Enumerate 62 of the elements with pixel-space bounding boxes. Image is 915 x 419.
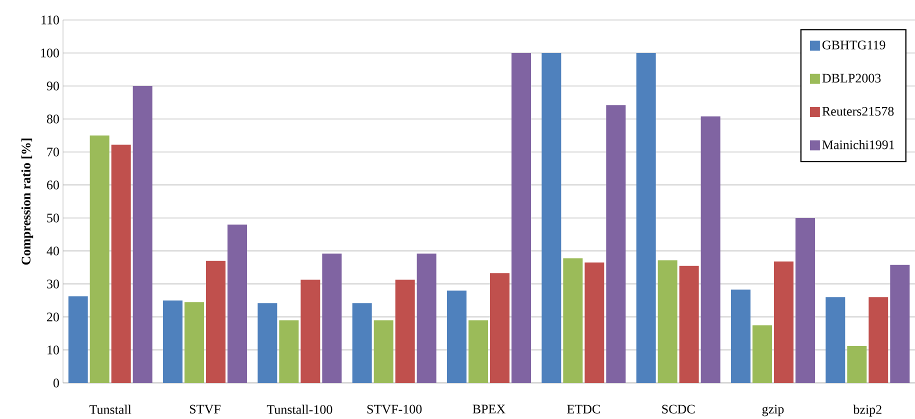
x-tick-label: SCDC xyxy=(662,404,695,414)
bar xyxy=(584,262,604,383)
y-tick-label: 0 xyxy=(53,378,59,388)
x-tick-label: BPEX xyxy=(472,404,506,414)
bar xyxy=(679,266,699,383)
bar xyxy=(184,302,204,383)
y-tick-label: 20 xyxy=(47,312,59,322)
bar xyxy=(774,262,794,383)
bar xyxy=(542,52,562,383)
x-tick-label: gzip xyxy=(762,404,784,416)
bar xyxy=(416,254,436,383)
bar xyxy=(563,258,583,383)
legend-label: GBHTG119 xyxy=(822,40,886,50)
bar xyxy=(111,144,131,383)
bar xyxy=(90,135,110,383)
y-tick-label: 50 xyxy=(47,214,59,222)
y-tick-label: 100 xyxy=(41,48,59,58)
bar xyxy=(606,105,626,383)
bar xyxy=(300,280,320,383)
bar xyxy=(352,303,372,383)
legend-label: Mainichi1991 xyxy=(822,140,894,150)
bar xyxy=(374,320,394,383)
x-tick-label: STVF-100 xyxy=(367,404,422,414)
y-tick-label: 80 xyxy=(46,114,59,124)
bar xyxy=(258,303,278,383)
bar xyxy=(279,320,299,383)
y-tick-label: 10 xyxy=(48,346,59,354)
bar xyxy=(395,280,415,383)
y-tick-label: 70 xyxy=(47,148,59,156)
bar xyxy=(700,116,720,383)
y-tick-label: 90 xyxy=(46,82,59,90)
bar xyxy=(795,218,815,383)
bar xyxy=(890,264,910,383)
bar xyxy=(730,290,750,383)
bar xyxy=(490,273,510,383)
y-axis-title: Compression ratio [%] xyxy=(21,138,34,265)
bar xyxy=(468,320,488,383)
bar xyxy=(512,52,531,383)
bar xyxy=(847,346,867,383)
bar xyxy=(132,86,152,383)
y-tick-label: 40 xyxy=(46,246,59,256)
x-tick-label: STVF xyxy=(190,404,220,414)
bar xyxy=(658,260,678,383)
bar xyxy=(68,296,88,383)
bar xyxy=(752,325,772,383)
x-tick-label: bzip2 xyxy=(853,404,882,417)
y-tick-label: 60 xyxy=(47,180,59,190)
bar xyxy=(206,260,226,383)
legend-label: Reuters21578 xyxy=(822,106,894,116)
x-tick-label: ETDC xyxy=(567,404,600,414)
bar xyxy=(322,254,342,383)
x-tick-label: Tunstall xyxy=(90,404,132,414)
bar xyxy=(163,300,183,383)
y-tick-label: 110 xyxy=(42,16,59,24)
y-tick-label: 30 xyxy=(47,280,59,288)
bar xyxy=(228,224,248,383)
bar xyxy=(868,297,888,383)
legend-label: DBLP2003 xyxy=(822,74,881,83)
bar xyxy=(447,290,466,383)
x-tick-label: Tunstall-100 xyxy=(266,404,332,414)
bar xyxy=(826,297,846,383)
bar xyxy=(636,52,656,383)
